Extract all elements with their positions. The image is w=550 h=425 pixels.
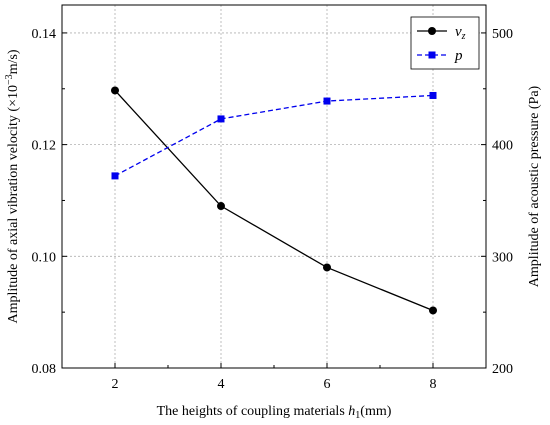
data-point-p	[429, 91, 437, 99]
y-axis-right-title: Amplitude of acoustic pressure (Pa)	[527, 85, 542, 287]
y-left-tick-label: 0.10	[32, 250, 57, 265]
legend-marker-p	[428, 51, 436, 59]
legend: vz p	[410, 16, 480, 70]
legend-marker-vz	[428, 27, 436, 35]
series-layer	[111, 86, 437, 315]
data-point-p	[111, 172, 119, 180]
legend-label-p: p	[454, 48, 463, 64]
legend-label-vz: vz	[455, 24, 466, 42]
data-point-vz	[323, 263, 331, 272]
x-tick-label: 6	[324, 377, 331, 392]
y-left-tick-label: 0.14	[32, 27, 57, 42]
y-left-tick-label: 0.12	[32, 139, 57, 154]
y-left-tick-label: 0.08	[32, 362, 57, 377]
data-point-vz	[217, 202, 225, 211]
y-axis-left-title: Amplitude of axial vibration velocity (×…	[4, 49, 21, 323]
axis-ticks: 2 4 6 8 0.08 0.10 0.12 0.14 200 300 400 500	[32, 27, 514, 392]
x-tick-label: 4	[218, 377, 225, 392]
data-point-vz	[111, 86, 119, 95]
y-right-tick-label: 300	[492, 250, 513, 265]
x-axis-title: The heights of coupling materials h1(mm)	[157, 404, 392, 421]
data-point-p	[217, 115, 225, 123]
legend-box	[410, 16, 480, 70]
y-right-tick-label: 200	[492, 362, 513, 377]
y-right-tick-label: 500	[492, 27, 513, 42]
x-tick-label: 2	[112, 377, 119, 392]
series-line-p	[114, 94, 434, 177]
data-point-vz	[429, 306, 437, 315]
series-line-vz	[114, 90, 434, 312]
data-point-p	[323, 97, 331, 105]
x-tick-label: 8	[430, 377, 437, 392]
y-right-tick-label: 400	[492, 139, 513, 154]
